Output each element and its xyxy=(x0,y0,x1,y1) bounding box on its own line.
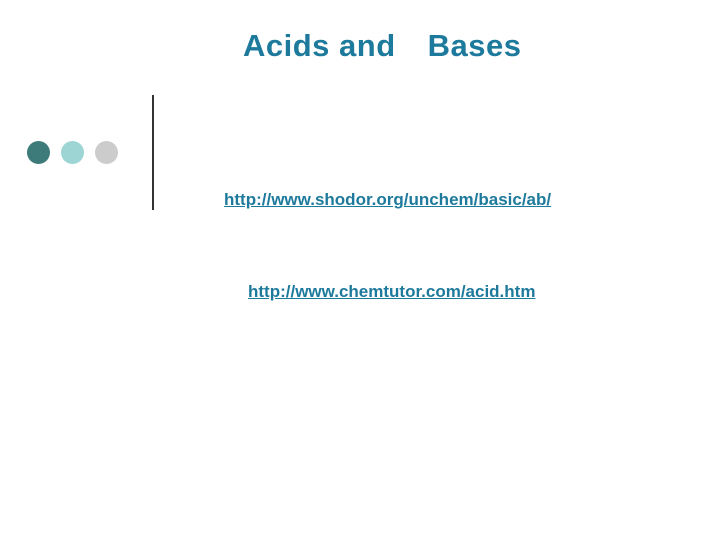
vertical-line xyxy=(152,95,154,210)
circle-icon xyxy=(61,141,84,164)
title-part-2: Bases xyxy=(428,28,522,63)
link-shodor[interactable]: http://www.shodor.org/unchem/basic/ab/ xyxy=(224,190,551,210)
slide-title: Acids and Bases xyxy=(243,28,522,64)
decoration-circles xyxy=(27,141,118,164)
link-chemtutor[interactable]: http://www.chemtutor.com/acid.htm xyxy=(248,282,535,302)
circle-icon xyxy=(95,141,118,164)
circle-icon xyxy=(27,141,50,164)
title-part-1: Acids and xyxy=(243,28,396,63)
